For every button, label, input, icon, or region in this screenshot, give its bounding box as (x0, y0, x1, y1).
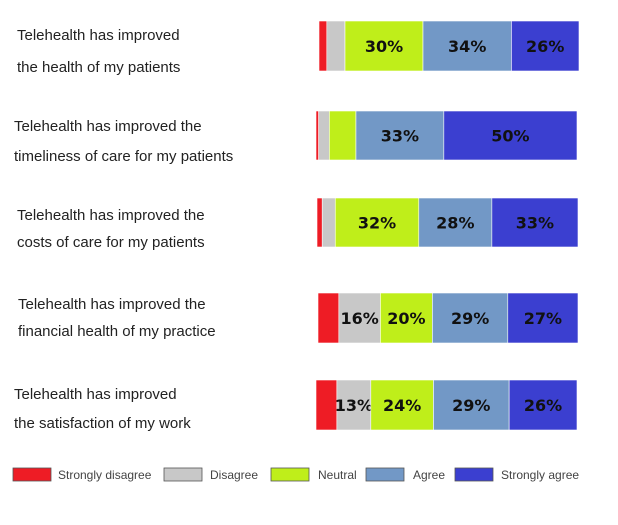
category-label-line: financial health of my practice (18, 323, 216, 340)
legend-swatch (454, 467, 494, 482)
legend-swatch (270, 467, 310, 482)
category-label: Telehealth has improved the costs of care… (17, 207, 205, 251)
bar-segment (433, 379, 510, 431)
legend-swatch (12, 467, 52, 482)
category-label-line: the health of my patients (17, 59, 180, 76)
category-label: Telehealth has improved the financial hea… (18, 296, 216, 340)
bar-segment (316, 197, 323, 248)
category-label-line: Telehealth has improved the (14, 118, 202, 135)
data-label: 32% (358, 214, 396, 233)
legend-label: Agree (413, 468, 445, 482)
category-label: Telehealth has improved the satisfaction … (14, 386, 191, 432)
bar-segment (422, 20, 512, 72)
category-label-line: Telehealth has improved (17, 27, 180, 44)
bar-segment (321, 197, 336, 248)
category-label: Telehealth has improved the timeliness of… (14, 118, 233, 165)
bar-segment (315, 110, 319, 161)
bar-segment (344, 20, 424, 72)
legend-label: Neutral (318, 468, 357, 482)
legend-label: Strongly disagree (58, 468, 152, 482)
data-label: 30% (365, 37, 403, 56)
bar-segment (443, 110, 578, 161)
bar-segment (508, 379, 578, 431)
bars: 30% 34% 26% 33% 50% 32% 28% 33% 16% 20% 29% 27% 13% 2… (315, 20, 580, 431)
data-label: 50% (491, 127, 529, 146)
data-label: 20% (387, 309, 425, 328)
data-label: 26% (526, 37, 564, 56)
bar-segment (329, 110, 357, 161)
legend: Strongly disagree Disagree Neutral Agree Str… (12, 467, 579, 482)
legend-swatch (163, 467, 203, 482)
data-label: 33% (516, 214, 554, 233)
bar-segment (338, 292, 381, 344)
legend-swatch (365, 467, 405, 482)
bar-segment (491, 197, 579, 248)
data-label: 16% (340, 309, 378, 328)
bar-segment (380, 292, 433, 344)
data-label: 29% (451, 309, 489, 328)
legend-label: Strongly agree (501, 468, 579, 482)
bar-segment (334, 197, 420, 248)
bar-segment (317, 292, 340, 344)
category-label-line: timeliness of care for my patients (14, 148, 233, 165)
category-labels: Telehealth has improved the health of my … (14, 27, 233, 432)
data-label: 26% (524, 396, 562, 415)
data-label: 13% (335, 396, 373, 415)
category-label-line: Telehealth has improved (14, 386, 177, 403)
category-label-line: Telehealth has improved the (18, 296, 206, 313)
legend-label: Disagree (210, 468, 258, 482)
bar-segment (318, 20, 328, 72)
data-label: 28% (436, 214, 474, 233)
category-label: Telehealth has improved the health of my … (17, 27, 180, 76)
category-label-line: Telehealth has improved the (17, 207, 205, 224)
bar-segment (336, 379, 372, 431)
data-label: 29% (452, 396, 490, 415)
bar-segment (370, 379, 434, 431)
data-label: 27% (524, 309, 562, 328)
data-label: 34% (448, 37, 486, 56)
category-label-line: the satisfaction of my work (14, 415, 191, 432)
data-label: 33% (381, 127, 419, 146)
bar-segment (355, 110, 445, 161)
category-label-line: costs of care for my patients (17, 234, 205, 251)
data-label: 24% (383, 396, 421, 415)
bar-segment (511, 20, 580, 72)
bar-segment (507, 292, 579, 344)
bar-segment (318, 110, 330, 161)
bar-segment (326, 20, 346, 72)
bar-segment (418, 197, 493, 248)
